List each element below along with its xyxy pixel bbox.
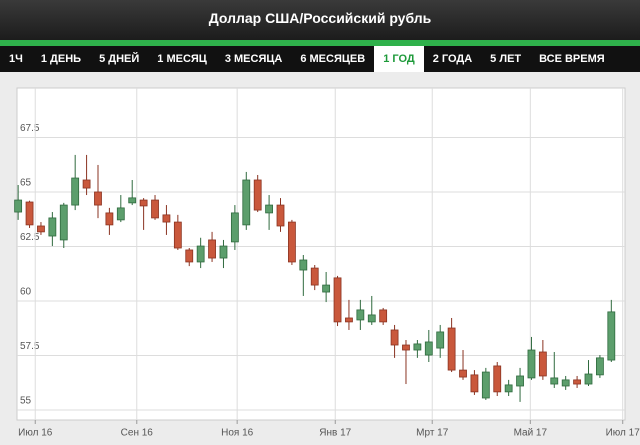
range-tab[interactable]: 1 МЕСЯЦ [157,53,207,65]
candle-body [413,343,422,351]
candle-body [151,199,159,219]
candle-body [37,225,45,233]
candle-body [105,212,114,226]
candle-body [322,284,331,293]
x-tick-label: Ноя 16 [221,428,254,439]
candle-body [265,204,273,214]
y-tick-label: 65 [20,178,32,189]
y-tick-label: 67.5 [20,123,40,134]
candle-body [299,259,308,271]
range-tab[interactable]: 6 МЕСЯЦЕВ [300,53,366,65]
candle-body [379,309,388,323]
candle-body [390,329,399,346]
y-tick-label: 60 [20,287,32,298]
y-tick-label: 62.5 [20,232,40,243]
candle-body [128,197,137,204]
x-tick-label: Июл 17 [606,428,640,439]
candle-body [436,331,445,349]
y-tick-label: 55 [20,396,32,407]
candle-body [253,179,262,211]
candle-body [242,179,251,226]
candle-body [116,207,125,221]
candle-body [573,379,581,385]
candle-body [94,191,102,206]
candle-body [310,267,319,286]
candle-body [367,314,376,323]
candle-body [527,349,536,379]
candle-body [48,217,57,237]
header-title: Доллар США/Российский рубль [0,0,640,40]
x-tick-label: Мрт 17 [416,428,449,439]
range-tab[interactable]: 1 ДЕНЬ [40,53,82,65]
candle-body [173,221,182,249]
candle-body [59,204,68,241]
candle-body [196,245,205,263]
tab-bar: 1Ч 1 ДЕНЬ 5 ДНЕЙ 1 МЕСЯЦ 3 МЕСЯЦА 6 МЕСЯЦЕВ 1 … [0,46,640,72]
candle-body [230,212,239,243]
candle-body [470,374,479,393]
candle-body [276,204,285,227]
range-tab[interactable]: 3 МЕСЯЦА [224,53,283,65]
x-tick-label: Май 17 [514,428,548,439]
range-tab[interactable]: 2 ГОДА [432,53,473,65]
candle-body [459,369,467,378]
candle-body [208,239,216,259]
candle-body [288,221,296,263]
candle-body [607,311,616,361]
range-tab[interactable]: 1 ГОД [374,46,424,72]
candle-body [345,317,353,323]
candle-body [550,377,559,385]
candle-body [219,245,228,259]
candle-body [584,373,593,385]
candle-body [561,379,570,387]
candle-body [447,327,456,371]
range-tab[interactable]: 5 ЛЕТ [490,53,522,65]
candle-body [139,199,148,207]
header-stripe [0,40,640,46]
candle-body [481,371,490,399]
candle-body [504,384,513,393]
range-tab[interactable]: 1Ч [9,53,23,65]
candle-body [25,201,34,226]
candle-body [333,277,342,323]
x-tick-label: Июл 16 [18,428,53,439]
candle-body [516,375,524,387]
candle-body [71,177,80,206]
range-tab[interactable]: 5 ДНЕЙ [99,53,140,65]
candle-body [493,365,502,393]
candle-body [185,249,194,263]
y-tick-label: 57.5 [20,341,40,352]
range-tab[interactable]: ВСЕ ВРЕМЯ [539,53,605,65]
candle-body [424,341,433,356]
candle-body [402,344,410,351]
x-tick-label: Янв 17 [319,428,351,439]
candle-body [82,179,91,189]
candle-body [538,351,547,377]
plot-area [16,87,626,421]
candle-body [162,214,171,223]
x-tick-label: Сен 16 [121,428,154,439]
candle-body [356,309,365,321]
candle-body [596,357,604,376]
candle-body [14,199,23,213]
